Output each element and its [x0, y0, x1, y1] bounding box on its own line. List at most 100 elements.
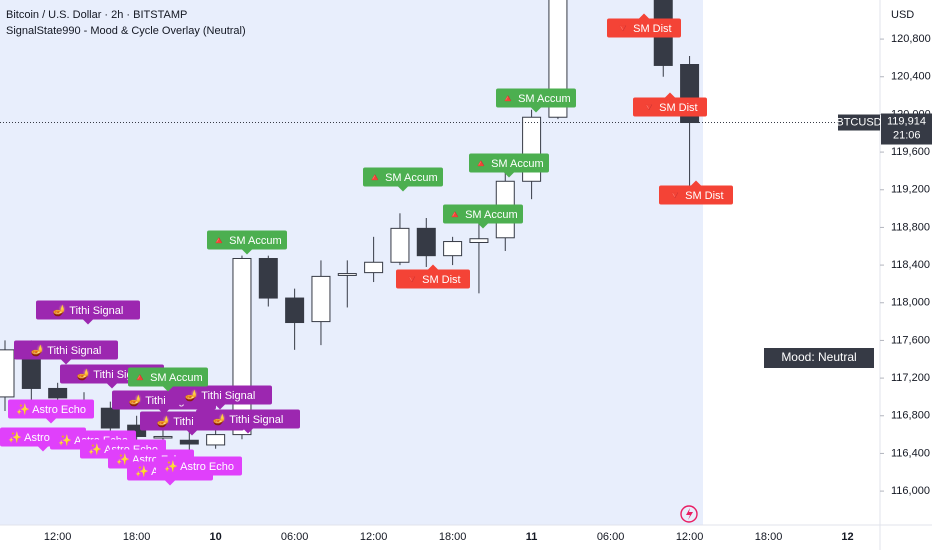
chart-title: Bitcoin / U.S. Dollar · 2h · BITSTAMP — [6, 9, 187, 21]
y-tick-label: 119,200 — [891, 184, 930, 196]
annotation-pointer — [531, 107, 541, 113]
annotation-text: 🔻 SM Dist — [642, 102, 697, 114]
indicator-title: SignalState990 - Mood & Cycle Overlay (N… — [6, 25, 246, 37]
annotation-text: 🪔 Tithi Signal — [213, 412, 284, 426]
candle-body — [416, 227, 436, 257]
annotation-text: 🔻 SM Dist — [668, 190, 723, 202]
annotation-label: 🔺 SM Accum — [496, 88, 576, 113]
annotation-box — [196, 409, 300, 429]
candle-body — [232, 257, 252, 436]
annotation-text: 🔺 SM Accum — [368, 172, 437, 184]
annotation-pointer — [639, 13, 649, 19]
x-tick-label: 06:00 — [597, 531, 625, 543]
annotation-pointer — [165, 480, 175, 486]
annotation-pointer — [665, 92, 675, 98]
annotation-pointer — [243, 428, 253, 434]
annotation-text: 🔺 SM Accum — [474, 158, 543, 170]
x-tick-label: 12:00 — [44, 531, 72, 543]
annotation-box — [8, 399, 94, 419]
y-tick-label: 120,800 — [891, 33, 931, 45]
annotation-pointer — [61, 359, 71, 365]
annotation-box — [469, 153, 549, 173]
annotation-pointer — [215, 404, 225, 410]
annotation-label: 🪔 Tithi Signal — [36, 300, 140, 325]
annotation-label: 🔻 SM Dist — [659, 180, 733, 205]
candle-body — [285, 297, 305, 324]
y-tick-label: 117,600 — [891, 334, 930, 346]
overlay: 🪔 Tithi Signal 🪔 Tithi Signal 🪔 Tithi Sign… — [0, 13, 733, 486]
y-tick-label: 118,800 — [891, 221, 930, 233]
annotation-pointer — [83, 319, 93, 325]
logo-icon — [680, 505, 698, 523]
y-tick-label: 116,800 — [891, 410, 930, 422]
annotation-pointer — [398, 186, 408, 192]
y-tick-label: 118,400 — [891, 259, 930, 271]
x-tick-label: 12 — [841, 531, 853, 543]
x-tick-label: 10 — [210, 531, 222, 543]
annotation-box — [396, 269, 470, 289]
annotation-text: 🔺 SM Accum — [501, 93, 570, 105]
candle-body — [258, 257, 278, 299]
candle-body — [443, 241, 463, 257]
annotation-box — [363, 167, 443, 187]
annotation-box — [207, 230, 287, 250]
annotation-text: 🪔 Tithi Signal — [185, 388, 256, 402]
y-tick-label: 118,000 — [891, 297, 930, 309]
annotation-box — [156, 456, 242, 476]
annotation-pointer — [691, 180, 701, 186]
symbol-tag-text: BTCUSD — [836, 116, 881, 128]
candle-body — [179, 439, 199, 445]
annotation-label: 🪔 Tithi Signal — [14, 340, 118, 365]
price-tag-text: 119,914 — [887, 115, 926, 127]
annotation-pointer — [46, 418, 56, 424]
annotation-pointer — [478, 223, 488, 229]
annotation-pointer — [187, 430, 197, 436]
y-tick-label: 117,200 — [891, 372, 930, 384]
annotation-box — [128, 367, 208, 387]
x-tick-label: 18:00 — [123, 531, 151, 543]
annotation-text: 🔻 SM Dist — [616, 23, 671, 35]
annotation-box — [659, 185, 733, 205]
annotation-label: 🪔 Tithi Signal — [196, 409, 300, 434]
y-tick-label: 120,400 — [891, 71, 931, 83]
x-tick-label: 12:00 — [360, 531, 388, 543]
annotation-text: ✨ Astro Echo — [164, 460, 234, 473]
x-tick-label: 18:00 — [439, 531, 467, 543]
annotation-label: 🔺 SM Accum — [443, 204, 523, 229]
annotation-pointer — [504, 172, 514, 178]
annotation-label: 🔻 SM Dist — [607, 13, 681, 38]
symbol-tag — [838, 114, 880, 131]
candle-body — [0, 349, 15, 398]
mood-text: Mood: Neutral — [781, 350, 856, 364]
candle-body — [206, 434, 226, 446]
currency-label: USD — [891, 9, 914, 21]
price-tag — [881, 113, 932, 145]
annotation-box — [168, 385, 272, 405]
x-tick-label: 18:00 — [755, 531, 783, 543]
annotation-box — [607, 18, 681, 38]
annotation-box — [443, 204, 523, 224]
annotation-label: 🪔 Tithi Signal — [168, 385, 272, 410]
annotation-label: 🔺 SM Accum — [469, 153, 549, 178]
annotation-pointer — [38, 446, 48, 452]
annotation-label: 🔺 SM Accum — [207, 230, 287, 255]
annotation-text: 🪔 Tithi Signal — [53, 303, 124, 317]
y-tick-label: 116,000 — [891, 485, 930, 497]
annotation-text: ✨ Astro Echo — [16, 403, 86, 416]
annotation-pointer — [107, 383, 117, 389]
x-tick-label: 06:00 — [281, 531, 309, 543]
candle-body — [337, 273, 357, 276]
mood-box — [764, 348, 874, 368]
annotation-box — [633, 97, 707, 117]
annotation-text: 🪔 Tithi Signal — [31, 343, 102, 357]
annotation-pointer — [194, 475, 204, 481]
candle-body — [48, 387, 68, 399]
annotation-label: ✨ Astro Echo — [156, 456, 242, 481]
candle-body — [100, 407, 120, 429]
annotation-text: 🔺 SM Accum — [212, 235, 281, 247]
x-tick-label: 11 — [526, 531, 538, 543]
annotation-pointer — [428, 264, 438, 270]
candle-body — [311, 275, 331, 323]
x-tick-label: 12:00 — [676, 531, 704, 543]
candle-body — [548, 0, 568, 118]
